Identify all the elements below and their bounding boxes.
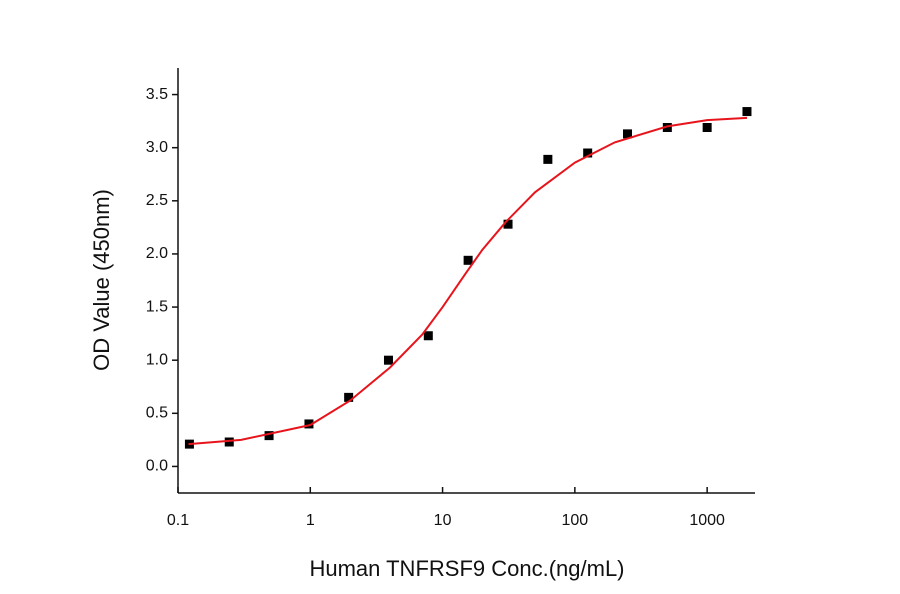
data-point bbox=[623, 129, 633, 139]
y-tick-label: 3.5 bbox=[146, 86, 168, 103]
data-point bbox=[423, 331, 433, 341]
data-point bbox=[742, 107, 752, 117]
data-point bbox=[264, 431, 274, 441]
y-tick-label: 3.0 bbox=[146, 139, 168, 156]
y-tick-label: 1.0 bbox=[146, 351, 168, 368]
x-axis-title: Human TNFRSF9 Conc.(ng/mL) bbox=[309, 556, 624, 581]
data-point bbox=[702, 123, 712, 132]
data-point bbox=[543, 154, 553, 164]
y-tick-label: 0.0 bbox=[146, 458, 168, 475]
x-tick-label: 100 bbox=[562, 512, 589, 529]
y-tick-label: 0.5 bbox=[146, 405, 168, 422]
y-axis-title: OD Value (450nm) bbox=[89, 189, 114, 371]
x-tick-label: 1 bbox=[306, 512, 315, 529]
x-tick-label: 1000 bbox=[689, 512, 725, 529]
data-point bbox=[583, 148, 593, 158]
data-point bbox=[463, 255, 473, 265]
data-point bbox=[344, 392, 354, 402]
y-tick-label: 1.5 bbox=[146, 298, 168, 315]
x-tick-label: 0.1 bbox=[167, 512, 189, 529]
x-tick-label: 10 bbox=[434, 512, 452, 529]
data-point bbox=[224, 437, 234, 447]
data-point bbox=[383, 355, 393, 365]
data-point bbox=[503, 219, 513, 229]
data-point bbox=[304, 419, 314, 429]
y-tick-label: 2.0 bbox=[146, 245, 168, 262]
y-tick-label: 2.5 bbox=[146, 192, 168, 209]
fit-curve bbox=[188, 116, 748, 446]
data-point bbox=[662, 123, 672, 132]
